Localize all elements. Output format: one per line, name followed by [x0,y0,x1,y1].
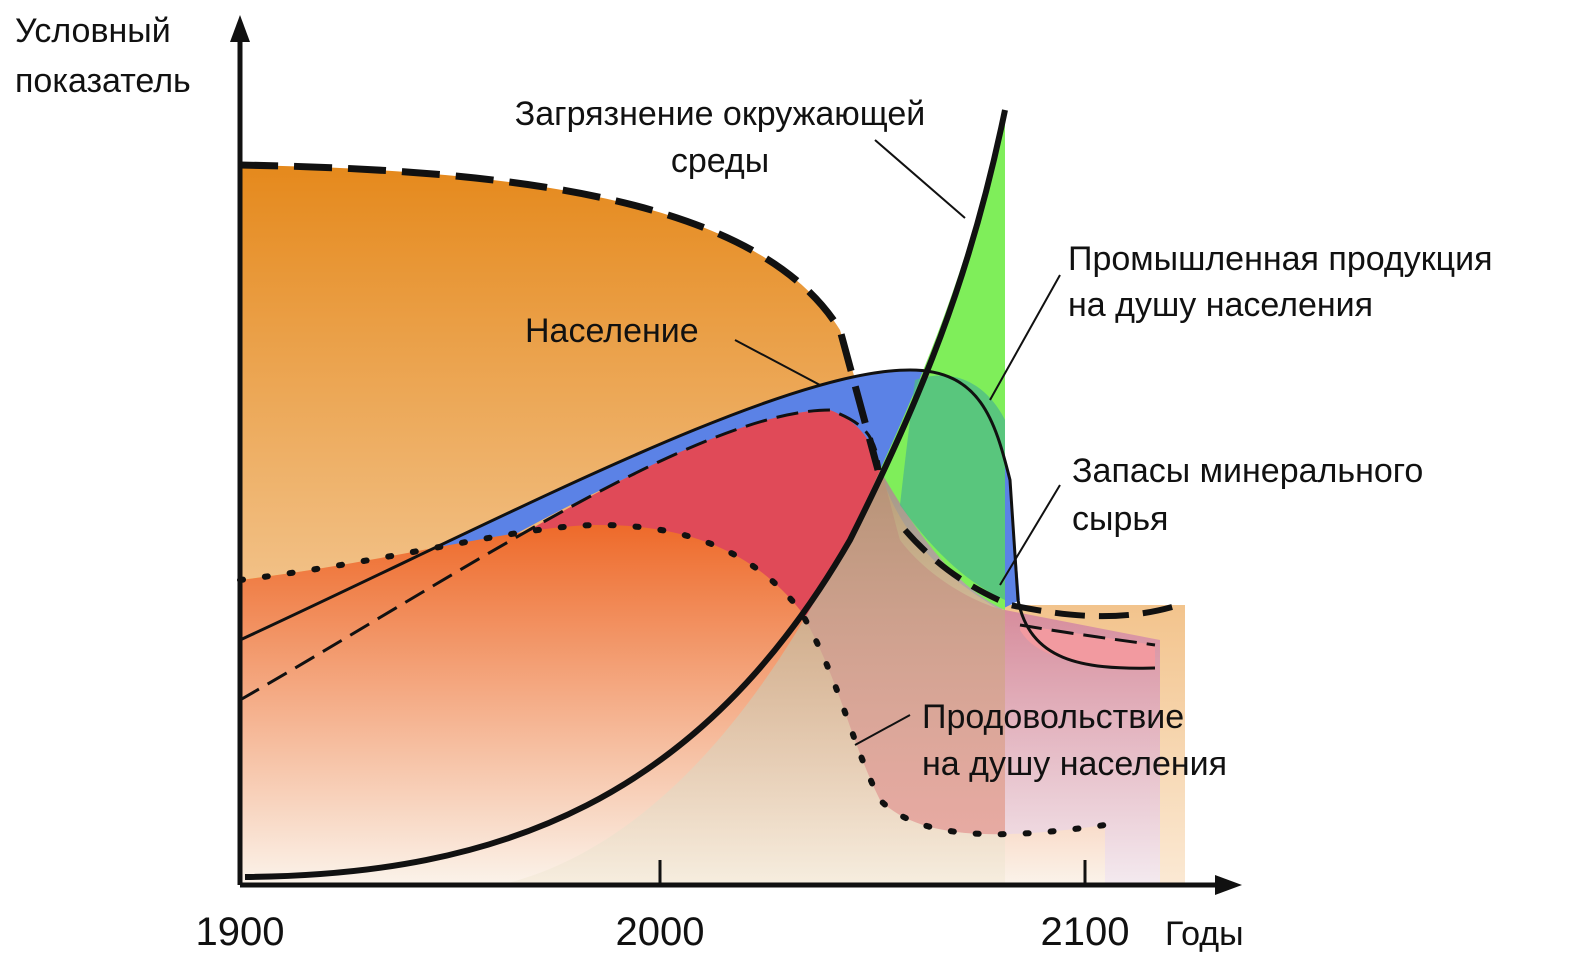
food-label: Продовольствие [922,698,1184,736]
x-label: Годы [1165,915,1244,953]
population-label: Население [525,312,699,350]
population-line [239,368,1156,670]
pollution-label: среды [671,142,769,180]
y-label: показатель [15,62,191,100]
industry-tail [1005,610,1160,885]
pollution-label: Загрязнение окружающей [515,95,926,133]
food-label: на душу населения [922,745,1227,783]
pollution-line [244,109,1008,880]
x-tick-label: 2000 [616,910,705,954]
pollution-area-blue-mix [900,375,1005,600]
x-tick-label: 2100 [1041,910,1130,954]
x-arrow [1215,875,1242,895]
industry-label: Промышленная продукция [1068,240,1493,278]
resources-label: сырья [1072,500,1168,538]
industry-tail-top [1020,625,1155,670]
food-area [240,525,1105,885]
industry-line [239,408,1156,702]
resources-label: Запасы минерального [1072,452,1423,490]
pollution-overlay [500,470,1005,885]
industry-label: на душу населения [1068,286,1373,324]
resources-line-tail [902,528,1186,620]
y-label: Условный [15,12,171,50]
y-arrow [230,15,250,42]
x-tick-label: 1900 [196,910,285,954]
leader [734,139,1061,746]
resources-line [239,161,882,471]
